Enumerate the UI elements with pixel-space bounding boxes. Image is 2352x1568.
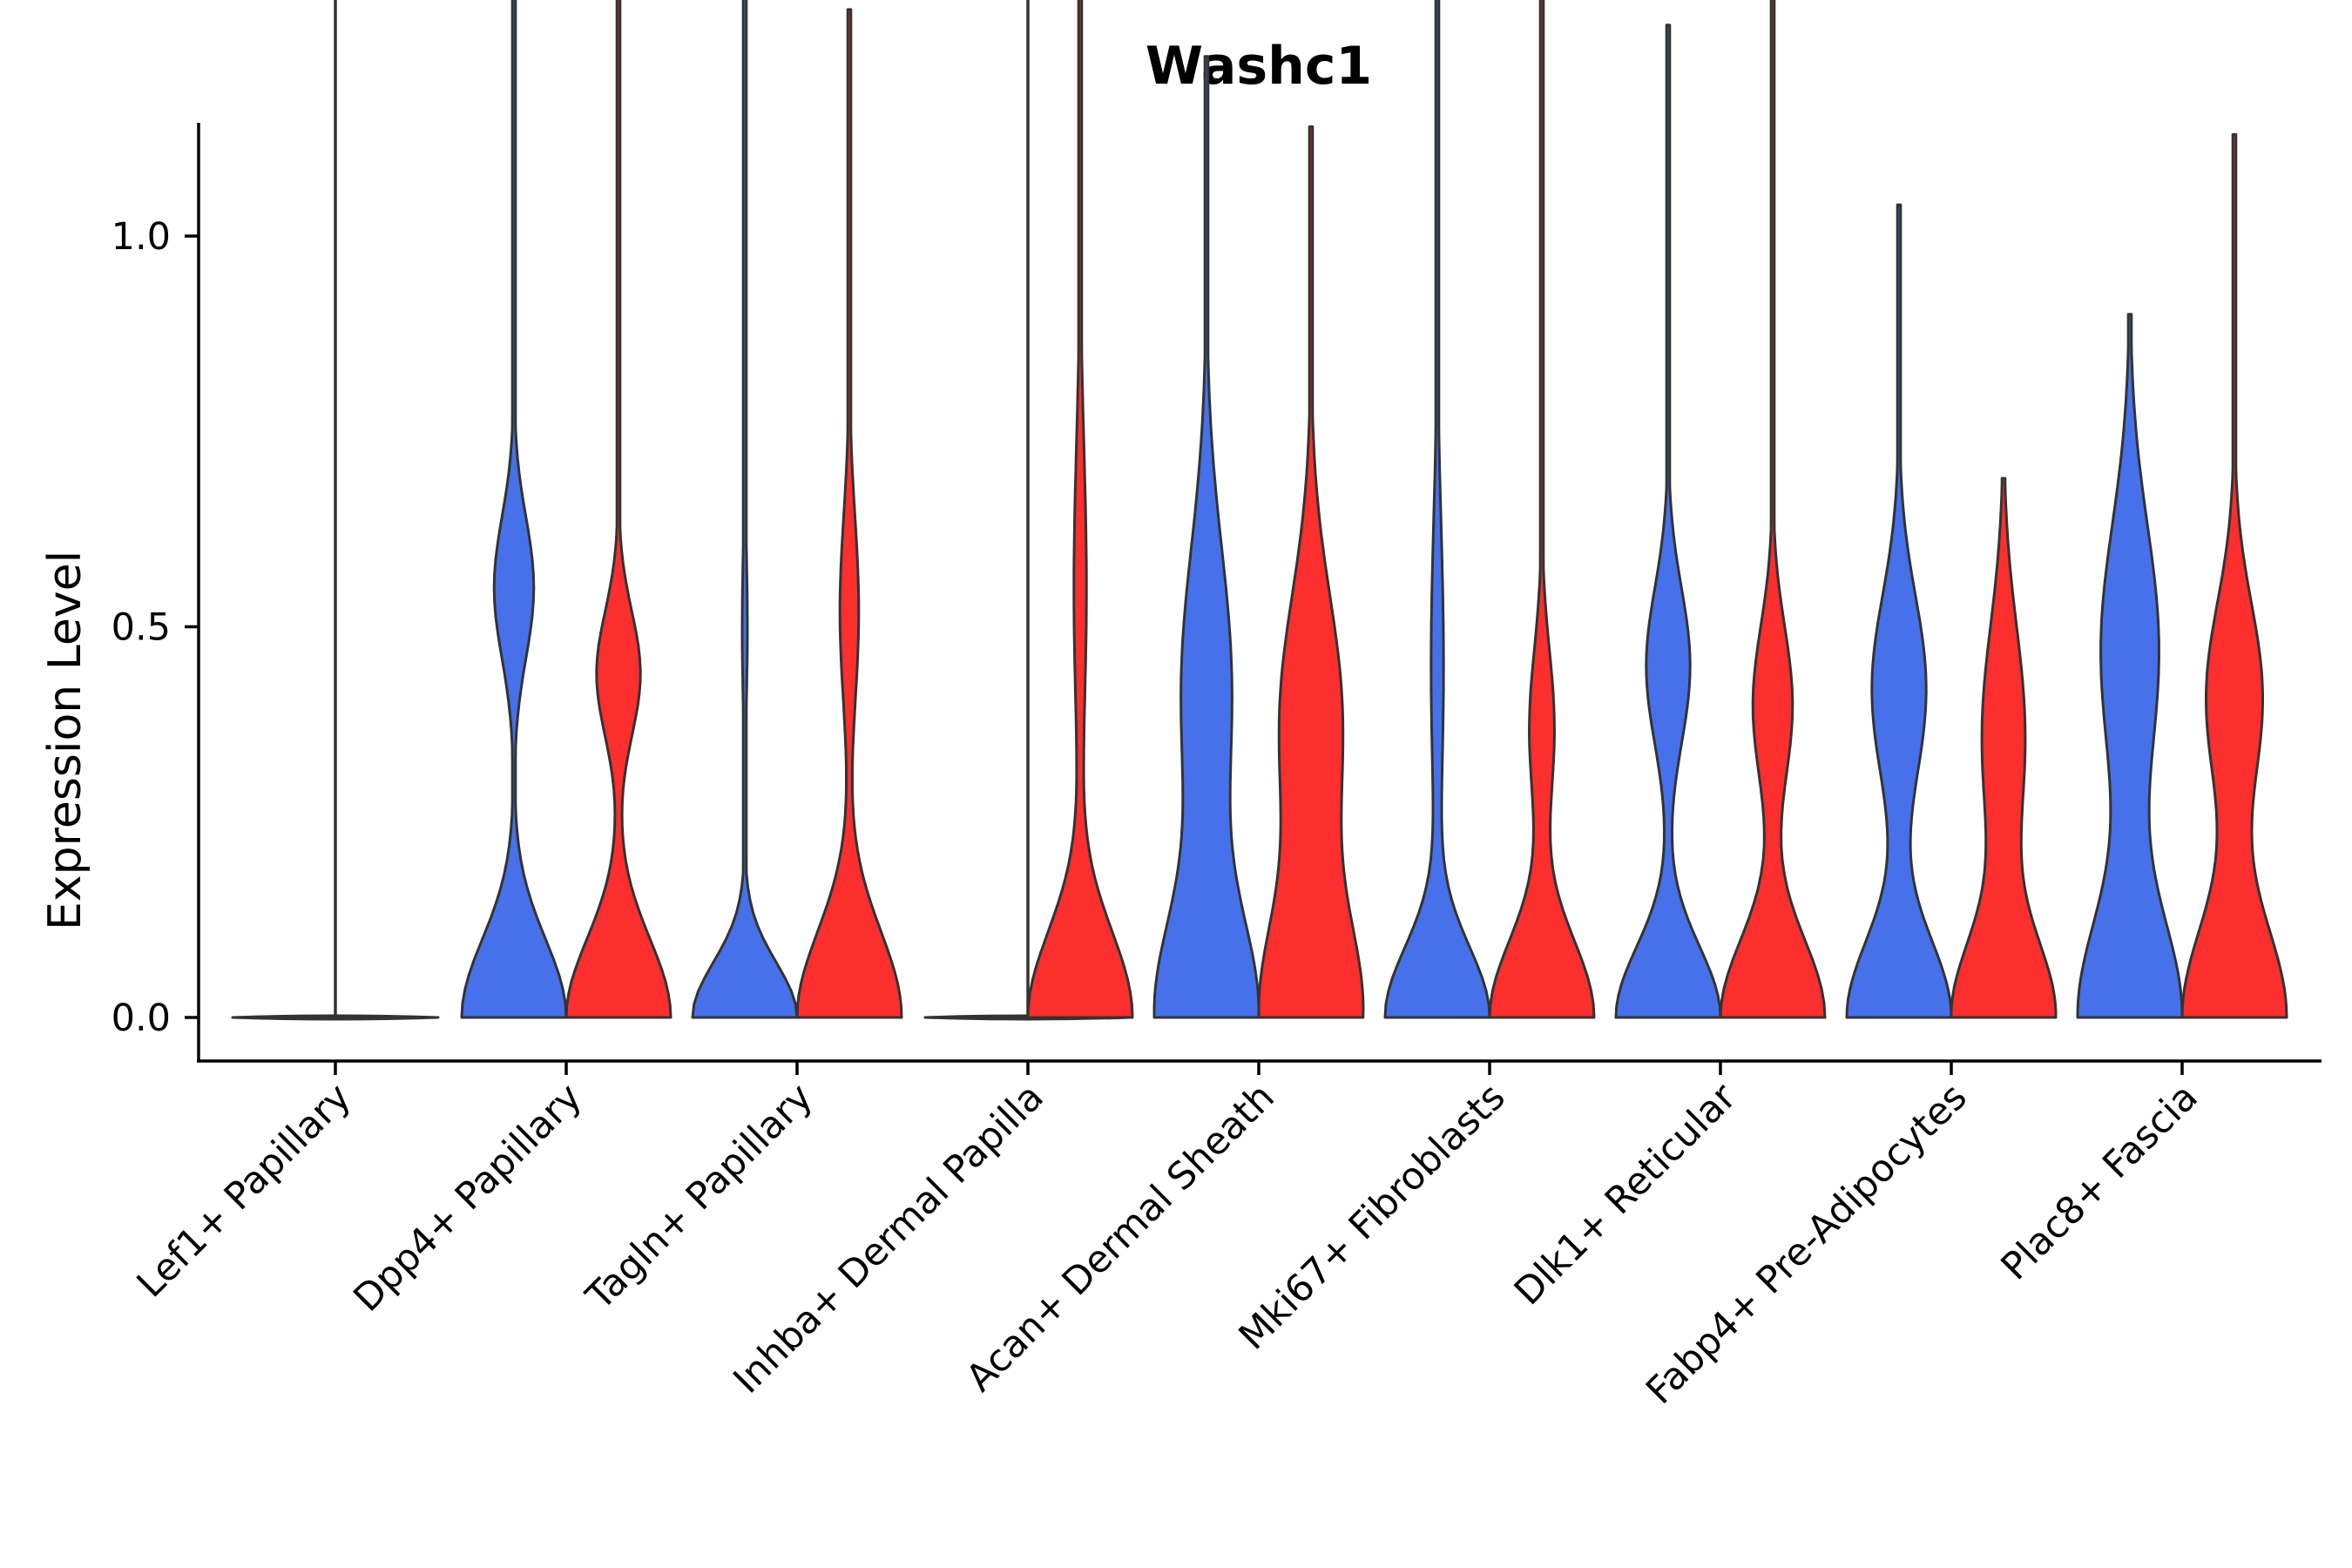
x-tick-label: Plac8+ Fascia <box>1993 1075 2207 1288</box>
chart-title: Washc1 <box>1146 36 1372 97</box>
violin-right <box>1488 0 1596 1019</box>
violin-left <box>1383 0 1491 1019</box>
violin-group <box>691 0 903 1019</box>
x-tick-label: Lef1+ Papillary <box>129 1075 360 1306</box>
violin-group <box>923 0 1134 1021</box>
violin-group <box>231 0 440 1021</box>
violin-left <box>2076 313 2184 1019</box>
violin-right <box>2180 132 2288 1019</box>
violin-right <box>564 0 672 1019</box>
y-tick-label: 0.0 <box>112 997 171 1040</box>
violin-right <box>1257 125 1365 1019</box>
violin-left <box>1614 24 1722 1019</box>
x-tick-label: Dlk1+ Reticular <box>1506 1075 1745 1314</box>
violin-group <box>1614 0 1827 1019</box>
violin-left <box>460 0 568 1019</box>
violin-group <box>460 0 672 1019</box>
violin-left <box>1152 55 1260 1019</box>
violin-group <box>1845 203 2058 1019</box>
violin-group <box>2076 132 2288 1019</box>
y-axis-ticks: 0.00.51.01.5 <box>112 215 199 1040</box>
x-tick-label: Dpp4+ Papillary <box>346 1075 591 1320</box>
violin-right <box>795 8 903 1019</box>
y-tick-label: 0.5 <box>112 606 171 650</box>
violin-left <box>691 0 799 1019</box>
x-tick-label: Mki67+ Fibroblasts <box>1231 1075 1514 1358</box>
y-tick-label: 1.0 <box>112 215 171 259</box>
violin-group <box>1383 0 1596 1019</box>
violin-right <box>1950 476 2058 1019</box>
violin-right <box>1026 0 1134 1019</box>
violin-right <box>1719 0 1827 1019</box>
violin-group <box>1152 55 1365 1019</box>
violin-left <box>1845 203 1953 1019</box>
y-axis-label: Expression Level <box>39 551 91 930</box>
violins-layer <box>231 0 2288 1021</box>
x-tick-label: Tagln+ Papillary <box>578 1075 821 1319</box>
